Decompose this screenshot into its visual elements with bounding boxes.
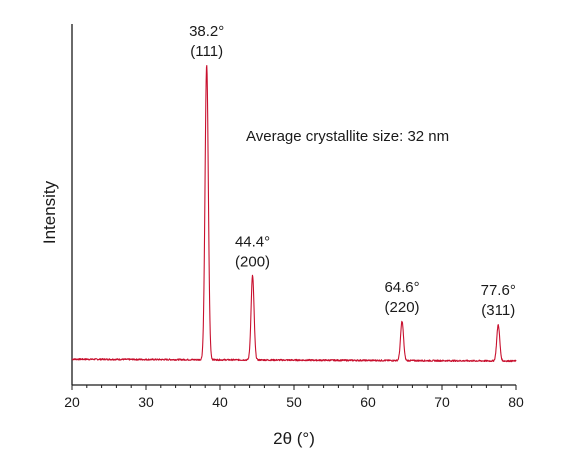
x-tick-label: 60: [360, 394, 376, 410]
peak-angle-label: 64.6°: [384, 279, 419, 296]
peak-angle-label: 38.2°: [189, 23, 224, 40]
peak-angle-label: 77.6°: [481, 282, 516, 299]
series-layer: [71, 64, 517, 363]
crystallite-size-annotation: Average crystallite size: 32 nm: [246, 128, 449, 145]
peak-labels: 38.2° (111) 44.4° (200) 64.6° (220) 77.6° (311): [189, 23, 516, 319]
peak-hkl-label: (111): [190, 43, 223, 60]
peak-angle-label: 44.4°: [235, 234, 270, 251]
y-axis-title: Intensity: [40, 180, 59, 244]
x-tick-label: 30: [138, 394, 154, 410]
x-tick-label: 20: [64, 394, 80, 410]
x-ticks: 20 30 40 50 60 70 80: [64, 385, 524, 410]
peak-hkl-label: (200): [235, 254, 270, 271]
axes-layer: 20 30 40 50 60 70 80: [64, 24, 524, 410]
x-tick-label: 70: [434, 394, 450, 410]
peak-hkl-label: (311): [481, 302, 515, 319]
peak-hkl-label: (220): [385, 299, 420, 316]
x-axis-title: 2θ (°): [273, 429, 315, 448]
x-tick-label: 50: [286, 394, 302, 410]
x-tick-label: 40: [212, 394, 228, 410]
x-tick-label: 80: [508, 394, 524, 410]
xrd-pattern-line: [71, 64, 517, 363]
